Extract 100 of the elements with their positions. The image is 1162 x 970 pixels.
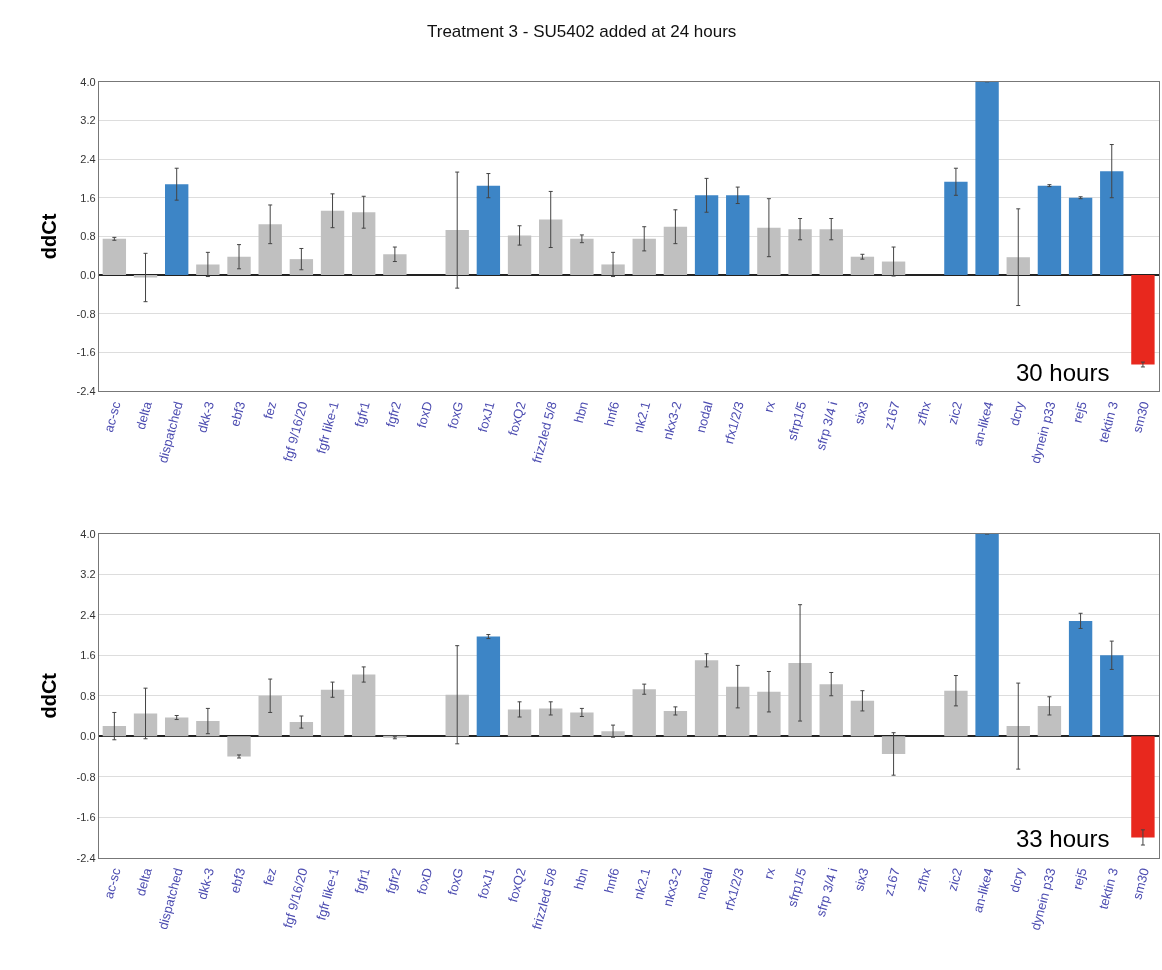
x-tick-label: ebf3: [227, 399, 249, 429]
x-tick-label: six3: [851, 399, 872, 427]
bar: [975, 533, 999, 737]
annotation: 33 hours: [1016, 825, 1110, 852]
bar: [881, 736, 906, 754]
bar: [726, 686, 750, 737]
bar: [383, 254, 407, 276]
y-axis-title: ddCt: [38, 213, 61, 260]
bar: [663, 710, 688, 737]
x-tick-label: fgfr1: [351, 866, 373, 896]
bar: [944, 181, 968, 276]
bar: [850, 700, 875, 737]
y-tick-label: 4.0: [80, 75, 96, 88]
x-tick-label: nk2.1: [630, 866, 654, 901]
x-tick-label: six3: [851, 866, 872, 893]
x-tick-label: rej5: [1069, 866, 1090, 892]
bar: [944, 690, 968, 737]
x-tick-label: foxG: [444, 399, 467, 431]
bar: [476, 185, 501, 276]
x-tick-label: fgfr1: [351, 399, 373, 429]
bar: [352, 212, 376, 276]
x-tick-label: fgfr2: [382, 866, 405, 896]
x-tick-label: tektin 3: [1095, 399, 1121, 445]
y-tick-label: 2.4: [80, 152, 96, 165]
x-tick-label: dcry: [1006, 865, 1028, 894]
x-tick-label: dkk-3: [194, 866, 218, 901]
x-tick-label: rx: [760, 865, 779, 881]
y-tick-label: 2.4: [80, 608, 96, 621]
x-tick-label: foxG: [444, 866, 467, 897]
x-tick-label: hnf6: [601, 399, 623, 429]
bar: [1131, 736, 1155, 838]
annotation: 30 hours: [1016, 359, 1110, 386]
x-tick-label: ac-sc: [101, 865, 124, 901]
x-tick-label: z167: [880, 399, 903, 431]
bar: [819, 684, 843, 737]
y-tick-label: 3.2: [80, 568, 96, 581]
x-tick-label: frizzled 5/8: [529, 399, 560, 465]
x-tick-label: fez: [260, 866, 280, 887]
bar: [196, 721, 220, 737]
bar: [601, 264, 625, 276]
bar: [227, 736, 251, 757]
bar: [539, 219, 563, 276]
x-tick-label: hbn: [570, 399, 592, 425]
x-tick-label: rej5: [1069, 399, 1090, 425]
x-tick-label: foxJ1: [475, 399, 498, 434]
x-tick-label: rfx1/2/3: [721, 866, 747, 913]
bar: [507, 235, 532, 276]
x-tick-label: dkk-3: [194, 399, 218, 435]
chart-title: Treatment 3 - SU5402 added at 24 hours: [427, 22, 737, 41]
x-tick-label: dcry: [1006, 399, 1028, 428]
x-tick-label: delta: [132, 865, 155, 898]
bar: [1131, 275, 1155, 365]
x-tick-label: hnf6: [601, 866, 623, 895]
x-tick-label: nkx3-2: [659, 866, 685, 908]
y-tick-label: -2.4: [76, 851, 96, 864]
bar: [663, 226, 688, 276]
y-tick-label: 0.0: [80, 730, 96, 743]
y-tick-label: -1.6: [76, 811, 96, 824]
bar: [289, 259, 314, 276]
bar: [757, 227, 781, 276]
bar: [601, 731, 625, 737]
x-tick-label: sfrp 3/4 i: [813, 866, 841, 919]
x-tick-label: nkx3-2: [659, 399, 685, 442]
x-tick-label: nodal: [693, 866, 716, 901]
bar: [320, 210, 345, 276]
x-tick-label: sfrp 3/4 i: [813, 399, 841, 452]
x-tick-label: zfhx: [913, 865, 935, 894]
bar: [570, 712, 594, 737]
bar: [632, 689, 656, 737]
bar: [133, 713, 158, 737]
bar: [227, 256, 251, 276]
y-tick-label: 4.0: [80, 527, 96, 540]
bar: [1006, 257, 1030, 276]
bar: [445, 230, 469, 276]
bar: [1068, 620, 1093, 737]
x-tick-label: ac-sc: [101, 399, 124, 434]
x-tick-label: rx: [760, 399, 779, 415]
bar: [445, 694, 469, 737]
bar: [1100, 655, 1124, 737]
bar: [258, 695, 282, 737]
x-tick-label: foxQ2: [505, 399, 529, 438]
x-tick-label: foxQ2: [505, 866, 529, 904]
x-tick-label: fgfr like-1: [313, 399, 342, 456]
y-tick-label: 0.8: [80, 230, 96, 243]
x-tick-label: sfrp1/5: [784, 399, 810, 443]
y-axis-title: ddCt: [38, 672, 61, 719]
bar: [726, 195, 750, 276]
bar: [165, 717, 189, 737]
x-tick-label: foxD: [413, 866, 436, 897]
y-tick-label: -0.8: [76, 307, 96, 320]
bar: [165, 184, 189, 276]
x-tick-label: dynein p33: [1027, 399, 1059, 466]
bar: [1037, 185, 1062, 276]
bar: [507, 709, 532, 737]
bar: [196, 264, 220, 276]
y-tick-label: 0.0: [80, 268, 96, 281]
x-tick-label: zfhx: [913, 399, 935, 427]
bar: [258, 224, 282, 276]
x-tick-label: z167: [880, 866, 903, 898]
x-tick-label: an-like4: [969, 866, 997, 915]
